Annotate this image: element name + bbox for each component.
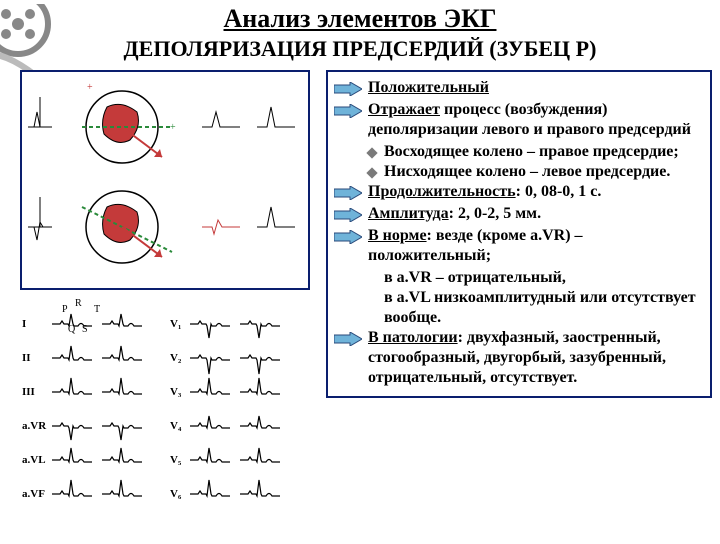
page-subtitle: ДЕПОЛЯРИЗАЦИЯ ПРЕДСЕРДИЙ (ЗУБЕЦ Р) <box>0 36 720 62</box>
arrow-bullet-icon <box>334 230 362 244</box>
bullet-continuation: в a.VR – отрицательный, <box>384 268 700 288</box>
svg-text:P: P <box>62 304 68 315</box>
svg-text:a.VF: a.VF <box>22 488 45 500</box>
svg-text:a.VL: a.VL <box>22 454 46 466</box>
svg-text:T: T <box>94 304 100 315</box>
svg-text:V₅: V₅ <box>170 454 182 466</box>
svg-text:R: R <box>75 298 82 309</box>
sub-bullet-item: Восходящее колено – правое предсердие; <box>368 142 700 162</box>
description-box: ПоложительныйОтражает процесс (возбужден… <box>326 70 712 398</box>
right-column: ПоложительныйОтражает процесс (возбужден… <box>326 70 712 506</box>
arrow-bullet-icon <box>334 82 362 96</box>
svg-text:V₁: V₁ <box>170 318 181 330</box>
diamond-bullet-icon <box>366 147 377 158</box>
bullet-item: Амплитуда: 2, 0-2, 5 мм. <box>334 204 700 224</box>
bullet-text: Отражает процесс (возбуждения) деполяриз… <box>368 100 700 140</box>
arrow-bullet-icon <box>334 332 362 346</box>
bullet-text: Нисходящее колено – левое предсердие. <box>384 162 670 182</box>
bullet-text: Восходящее колено – правое предсердие; <box>384 142 679 162</box>
heart-vector-diagram: + + <box>20 70 310 290</box>
svg-text:V₄: V₄ <box>170 420 182 432</box>
bullet-text: Положительный <box>368 78 489 98</box>
bullet-text: В патологии: двухфазный, заостренный, ст… <box>368 328 700 388</box>
page-title: Анализ элементов ЭКГ <box>0 4 720 34</box>
bullet-item: Положительный <box>334 78 700 98</box>
bullet-text: В норме: везде (кроме a.VR) – положитель… <box>368 226 700 266</box>
arrow-bullet-icon <box>334 186 362 200</box>
diamond-bullet-icon <box>366 167 377 178</box>
arrow-bullet-icon <box>334 104 362 118</box>
svg-text:a.VR: a.VR <box>22 420 47 432</box>
bullet-text: Продолжительность: 0, 08-0, 1 с. <box>368 182 601 202</box>
bullet-item: В норме: везде (кроме a.VR) – положитель… <box>334 226 700 266</box>
svg-text:I: I <box>22 318 26 330</box>
bullet-continuation: в a.VL низкоамплитудный или отсутствует … <box>384 288 700 328</box>
svg-text:+: + <box>170 122 176 133</box>
content-area: + + <box>0 70 720 506</box>
svg-text:V₂: V₂ <box>170 352 182 364</box>
bullet-item: Отражает процесс (возбуждения) деполяриз… <box>334 100 700 140</box>
svg-text:V₃: V₃ <box>170 386 182 398</box>
bullet-item: В патологии: двухфазный, заостренный, ст… <box>334 328 700 388</box>
left-column: + + <box>20 70 320 506</box>
ecg-12-lead-diagram: P R T Q S IV₁IIV₂IIIV₃a.VRV₄a.VLV₅a.VFV₆ <box>20 296 310 506</box>
bullet-item: Продолжительность: 0, 08-0, 1 с. <box>334 182 700 202</box>
bullet-text: Амплитуда: 2, 0-2, 5 мм. <box>368 204 541 224</box>
svg-text:II: II <box>22 352 31 364</box>
svg-text:V₆: V₆ <box>170 488 182 500</box>
svg-text:III: III <box>22 386 35 398</box>
arrow-bullet-icon <box>334 208 362 222</box>
sub-bullet-item: Нисходящее колено – левое предсердие. <box>368 162 700 182</box>
svg-text:+: + <box>87 82 93 93</box>
